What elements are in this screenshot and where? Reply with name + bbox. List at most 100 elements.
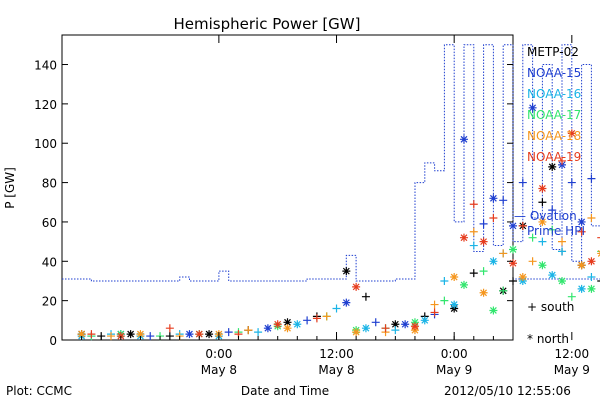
marker-legend-south: + south xyxy=(527,300,574,314)
data-point-metp-02 xyxy=(597,280,600,282)
data-point-noaa-18 xyxy=(77,330,86,339)
data-point-noaa-16 xyxy=(587,273,596,282)
data-point-noaa-18 xyxy=(469,227,478,236)
plot-area-border xyxy=(61,34,514,341)
y-tick-label: 20 xyxy=(42,295,57,309)
legend-entry-metp-02: METP-02 xyxy=(527,45,579,59)
data-point-noaa-18 xyxy=(587,214,596,222)
data-point-noaa-19 xyxy=(479,237,488,246)
data-point-noaa-15 xyxy=(401,320,410,329)
y-tick-label: 80 xyxy=(42,177,57,191)
y-tick-label: 40 xyxy=(42,255,57,269)
data-point-noaa-18 xyxy=(558,237,567,246)
data-point-noaa-17 xyxy=(528,233,537,242)
legend-entry-noaa-19: NOAA-19 xyxy=(527,150,581,164)
data-points-layer xyxy=(77,103,600,341)
data-point-noaa-18 xyxy=(538,217,547,226)
data-point-noaa-17 xyxy=(548,225,557,234)
data-point-noaa-18 xyxy=(528,257,537,266)
y-tick-label: 100 xyxy=(34,137,57,151)
data-point-noaa-15 xyxy=(342,298,351,307)
x-tick-label-time: 0:00 xyxy=(441,347,468,361)
data-point-noaa-19 xyxy=(273,320,282,329)
legend-ovation-line2: Prime HPI xyxy=(527,224,585,238)
data-point-noaa-17 xyxy=(538,261,547,270)
data-point-noaa-19 xyxy=(459,233,468,242)
data-point-noaa-17 xyxy=(509,245,517,254)
legend-entry-noaa-15: NOAA-15 xyxy=(527,66,581,80)
data-point-noaa-18 xyxy=(450,273,459,282)
data-point-noaa-18 xyxy=(283,324,292,333)
ovation-series-layer xyxy=(62,44,600,282)
data-point-noaa-15 xyxy=(371,318,380,327)
data-point-noaa-16 xyxy=(254,328,263,337)
data-point-noaa-18 xyxy=(352,328,361,337)
data-point-noaa-19 xyxy=(518,221,527,230)
data-point-noaa-19 xyxy=(381,324,390,333)
data-point-noaa-19 xyxy=(165,324,174,333)
y-tick-label: 120 xyxy=(34,98,57,112)
data-point-noaa-15 xyxy=(528,103,537,112)
data-point-metp-02 xyxy=(469,269,478,278)
data-point-noaa-15 xyxy=(263,324,272,333)
data-point-noaa-16 xyxy=(548,271,557,280)
data-point-noaa-15 xyxy=(185,330,194,339)
data-point-noaa-17 xyxy=(459,280,468,289)
data-point-noaa-18 xyxy=(136,330,145,339)
data-point-noaa-18 xyxy=(577,261,586,270)
data-point-noaa-16 xyxy=(293,320,302,329)
data-point-noaa-18 xyxy=(518,273,527,282)
data-point-metp-02 xyxy=(342,267,351,276)
data-point-noaa-19 xyxy=(312,314,321,323)
data-point-noaa-16 xyxy=(420,316,429,325)
data-point-noaa-15 xyxy=(548,206,557,215)
data-point-noaa-19 xyxy=(567,129,576,138)
x-tick-label-date: May 9 xyxy=(554,363,590,377)
data-point-noaa-19 xyxy=(352,282,361,291)
data-point-noaa-18 xyxy=(430,300,439,309)
legend-entry-noaa-17: NOAA-17 xyxy=(527,108,581,122)
data-point-noaa-18 xyxy=(107,332,116,341)
data-point-noaa-15 xyxy=(459,135,468,144)
data-point-noaa-18 xyxy=(244,326,253,335)
data-point-noaa-19 xyxy=(558,156,567,165)
data-point-noaa-16 xyxy=(450,300,459,309)
data-point-noaa-15 xyxy=(224,328,233,337)
data-point-noaa-17 xyxy=(479,267,488,276)
data-point-metp-02 xyxy=(391,320,400,329)
data-point-noaa-15 xyxy=(587,174,596,183)
x-tick-label-date: May 8 xyxy=(318,363,354,377)
data-point-metp-02 xyxy=(165,332,174,341)
y-tick-label: 60 xyxy=(42,216,57,230)
data-point-noaa-17 xyxy=(567,292,576,301)
data-point-noaa-19 xyxy=(587,257,596,266)
axes-layer: 0 20 40 60 80 100 120 140 0:00 May 8 12:00 May 8 0:0… xyxy=(34,35,590,377)
data-point-noaa-19 xyxy=(489,214,498,222)
data-point-noaa-19 xyxy=(509,259,517,268)
data-point-noaa-19 xyxy=(410,322,419,331)
data-point-metp-02 xyxy=(538,198,547,207)
y-tick-label: 140 xyxy=(34,59,57,73)
data-point-noaa-16 xyxy=(440,276,449,285)
x-tick-label-date: May 8 xyxy=(201,363,237,377)
y-tick-label: 0 xyxy=(49,334,57,348)
data-point-noaa-17 xyxy=(587,284,596,293)
data-point-noaa-17 xyxy=(558,276,567,285)
data-point-noaa-18 xyxy=(479,288,488,297)
data-point-noaa-16 xyxy=(332,304,341,313)
data-point-noaa-19 xyxy=(469,200,478,209)
data-point-noaa-16 xyxy=(361,324,370,333)
data-point-noaa-16 xyxy=(558,247,567,256)
data-point-noaa-15 xyxy=(489,194,498,203)
data-point-metp-02 xyxy=(283,318,292,327)
x-tick-label-time: 0:00 xyxy=(205,347,232,361)
footer-plot-credit: Plot: CCMC xyxy=(6,384,72,398)
data-point-noaa-15 xyxy=(567,178,576,187)
data-point-metp-02 xyxy=(509,276,517,285)
data-point-noaa-19 xyxy=(195,330,204,339)
data-point-noaa-19 xyxy=(538,184,547,193)
data-point-metp-02 xyxy=(126,330,135,339)
legend-entry-noaa-18: NOAA-18 xyxy=(527,129,581,143)
data-point-noaa-19 xyxy=(597,237,600,239)
